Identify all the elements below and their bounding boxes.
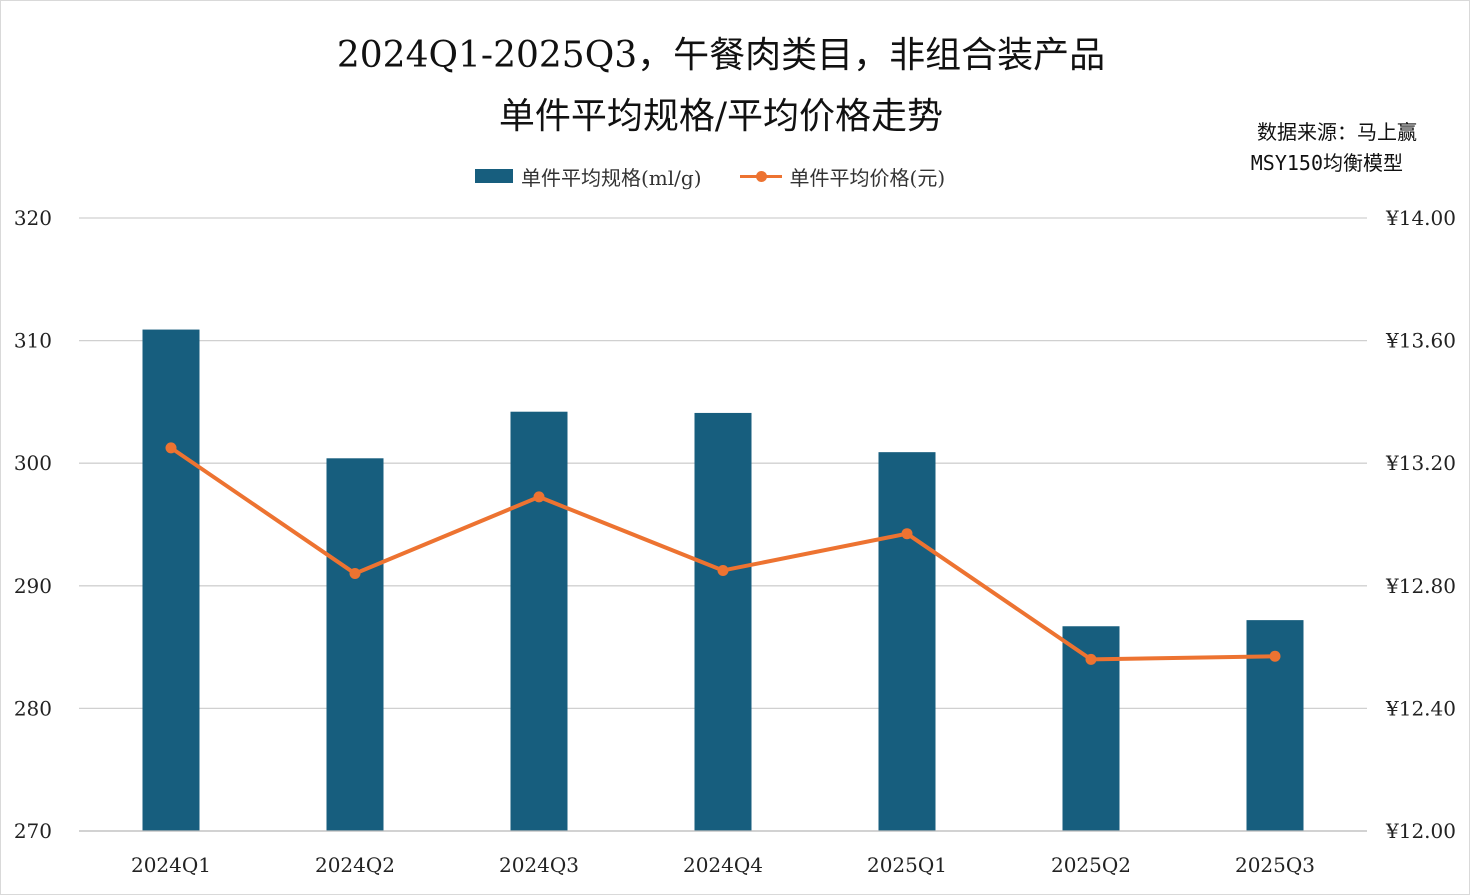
legend-line-label: 单件平均价格(元) xyxy=(789,165,946,190)
legend-item-bar: 单件平均规格(ml/g) xyxy=(475,162,702,191)
legend-item-line: 单件平均价格(元) xyxy=(739,162,946,191)
price-point xyxy=(165,442,177,454)
legend-line-swatch xyxy=(739,169,782,183)
y-left-tick-label: 300 xyxy=(14,451,52,475)
chart-title-line2: 单件平均规格/平均价格走势 xyxy=(498,96,944,137)
price-point xyxy=(1269,650,1281,662)
y-left-tick-label: 270 xyxy=(14,819,52,843)
source-note: 数据来源：马上赢 MSY150均衡模型 xyxy=(1157,117,1417,179)
legend: 单件平均规格(ml/g) 单件平均价格(元) xyxy=(475,161,983,191)
price-point xyxy=(1085,653,1097,665)
price-point xyxy=(901,528,913,540)
y-left-tick-label: 320 xyxy=(14,206,52,230)
x-tick-label: 2025Q1 xyxy=(867,853,947,877)
y-right-tick-label: ¥12.00 xyxy=(1385,819,1456,843)
x-tick-label: 2024Q1 xyxy=(131,853,211,877)
legend-bar-label: 单件平均规格(ml/g) xyxy=(521,165,702,190)
bar xyxy=(142,329,200,831)
y-left-tick-label: 290 xyxy=(14,574,52,598)
x-tick-label: 2025Q2 xyxy=(1051,853,1131,877)
chart-title-line1: 2024Q1-2025Q3，午餐肉类目，非组合装产品 xyxy=(336,35,1106,76)
y-right-tick-label: ¥13.60 xyxy=(1385,329,1456,353)
price-point xyxy=(717,564,729,576)
price-point xyxy=(533,491,545,503)
bar xyxy=(878,452,936,831)
source-line2: MSY150均衡模型 xyxy=(1250,151,1403,175)
y-right-tick-label: ¥13.20 xyxy=(1385,451,1456,475)
legend-bar-swatch xyxy=(475,169,513,183)
y-left-tick-label: 280 xyxy=(14,696,52,720)
source-line1: 数据来源：马上赢 xyxy=(1257,120,1417,144)
x-tick-label: 2024Q4 xyxy=(683,853,763,877)
x-tick-label: 2024Q3 xyxy=(499,853,579,877)
y-right-tick-label: ¥12.80 xyxy=(1385,574,1456,598)
price-point xyxy=(349,568,361,580)
bar xyxy=(326,458,384,831)
y-left-tick-label: 310 xyxy=(14,329,52,353)
y-right-tick-label: ¥14.00 xyxy=(1385,206,1456,230)
bar xyxy=(694,412,752,831)
x-tick-label: 2025Q3 xyxy=(1235,853,1315,877)
bar xyxy=(510,411,568,831)
y-right-tick-label: ¥12.40 xyxy=(1385,696,1456,720)
x-tick-label: 2024Q2 xyxy=(315,853,395,877)
